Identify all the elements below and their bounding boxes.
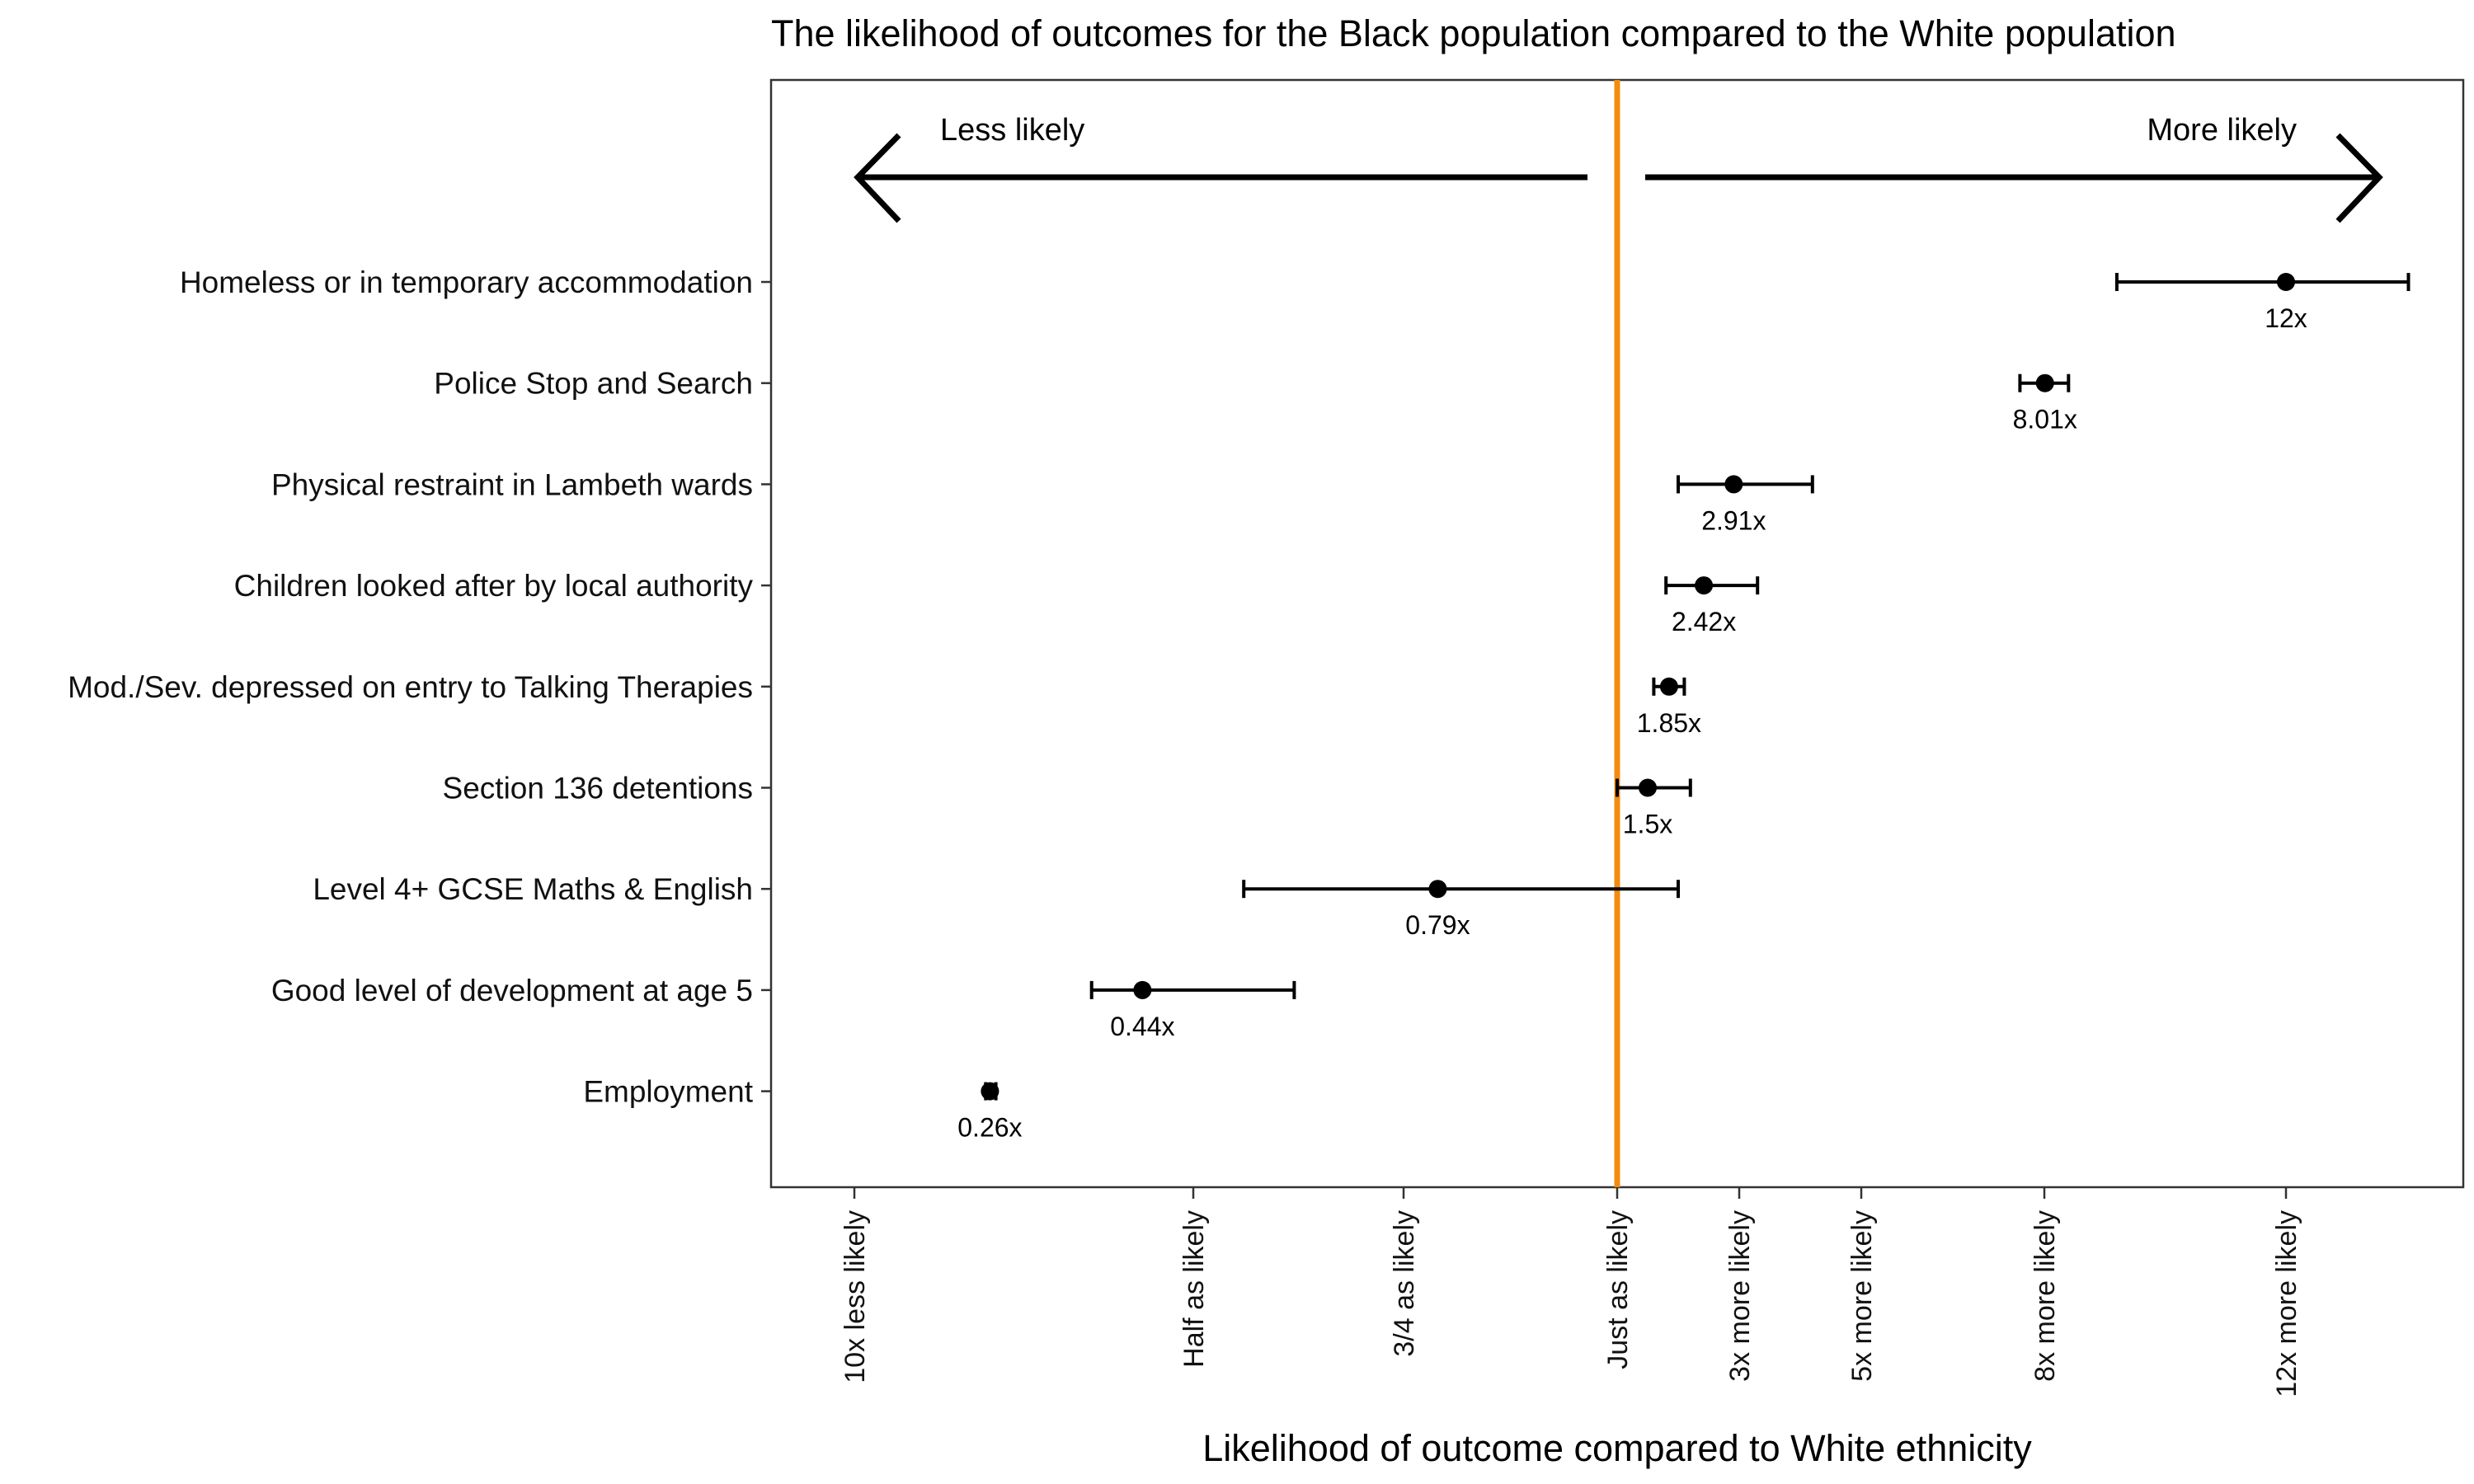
- category-label: Good level of development at age 5: [271, 974, 753, 1007]
- less-likely-label: Less likely: [940, 113, 1084, 148]
- x-tick-label: 5x more likely: [1846, 1210, 1878, 1382]
- data-point: [1695, 576, 1714, 595]
- category-label: Physical restraint in Lambeth wards: [271, 467, 753, 501]
- data-label: 0.26x: [957, 1113, 1022, 1143]
- data-point: [1724, 475, 1743, 494]
- x-tick-label: 3x more likely: [1724, 1210, 1756, 1382]
- data-point: [1428, 880, 1447, 899]
- data-point: [2277, 273, 2295, 291]
- data-label: 0.44x: [1110, 1012, 1174, 1041]
- data-point: [1133, 980, 1152, 999]
- data-label: 12x: [2265, 303, 2307, 333]
- x-tick-label: 12x more likely: [2271, 1210, 2302, 1397]
- category-label: Section 136 detentions: [443, 772, 753, 805]
- data-rows: Homeless or in temporary accommodation 12…: [68, 265, 2411, 1143]
- data-label: 2.42x: [1672, 607, 1736, 636]
- more-likely-label: More likely: [2147, 113, 2297, 148]
- direction-indicators: Less likely More likely: [854, 113, 2383, 223]
- data-point: [2035, 373, 2054, 392]
- x-axis-title: Likelihood of outcome compared to White …: [1202, 1427, 2032, 1469]
- category-label: Homeless or in temporary accommodation: [180, 265, 753, 299]
- data-label: 1.5x: [1623, 810, 1672, 839]
- x-tick-label: 3/4 as likely: [1389, 1210, 1420, 1357]
- data-label: 0.79x: [1405, 910, 1470, 940]
- chart-title: The likelihood of outcomes for the Black…: [771, 12, 2176, 54]
- x-axis: 10x less likely Half as likely 3/4 as like…: [840, 1187, 2302, 1397]
- x-tick-label: 8x more likely: [2030, 1210, 2061, 1382]
- category-label: Children looked after by local authority: [234, 569, 754, 603]
- data-label: 2.91x: [1701, 505, 1766, 535]
- x-tick-label: Half as likely: [1178, 1210, 1210, 1368]
- category-label: Employment: [583, 1075, 753, 1109]
- data-point: [1639, 778, 1657, 797]
- data-label: 8.01x: [2013, 405, 2077, 434]
- category-label: Police Stop and Search: [434, 367, 753, 401]
- x-tick-label: 10x less likely: [840, 1210, 871, 1383]
- less-likely-arrowhead: [854, 133, 901, 223]
- category-label: Level 4+ GCSE Maths & English: [313, 872, 753, 906]
- data-point: [981, 1082, 999, 1101]
- category-label: Mod./Sev. depressed on entry to Talking …: [68, 670, 753, 704]
- x-tick-label: Just as likely: [1602, 1210, 1634, 1369]
- more-likely-arrowhead: [2335, 133, 2383, 223]
- data-label: 1.85x: [1637, 708, 1701, 738]
- data-point: [1659, 677, 1678, 696]
